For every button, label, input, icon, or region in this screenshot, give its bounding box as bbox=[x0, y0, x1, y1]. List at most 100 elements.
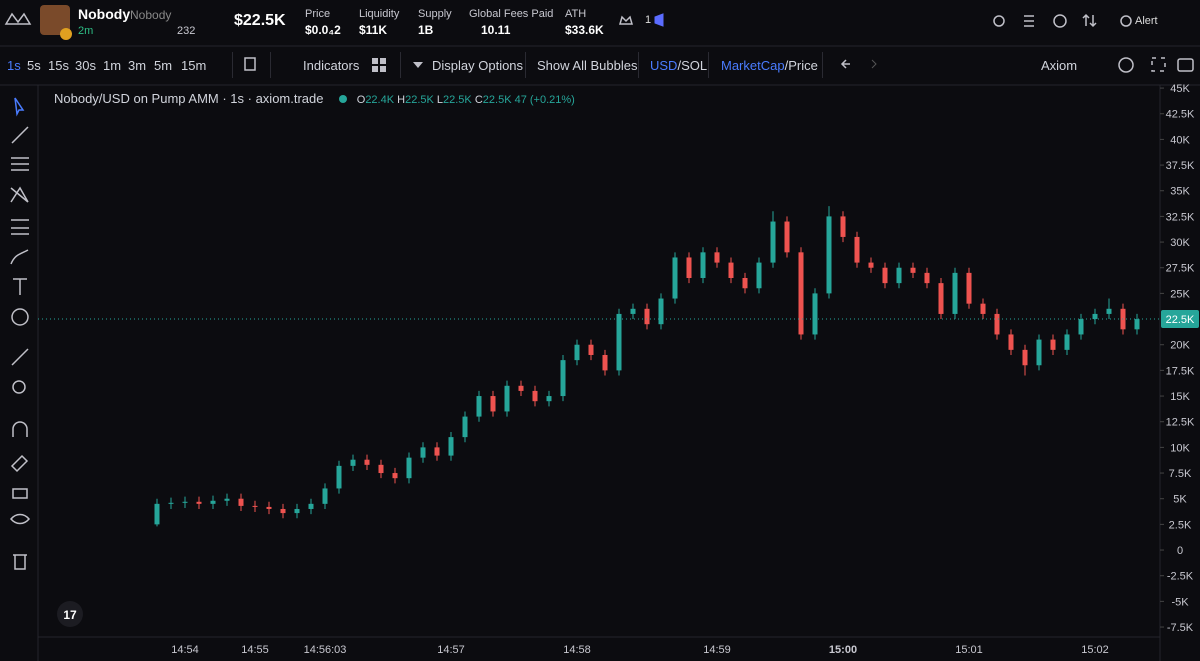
text-tool[interactable] bbox=[13, 278, 27, 295]
grid-icon[interactable] bbox=[372, 66, 378, 72]
timeframe[interactable]: 3m bbox=[128, 58, 147, 73]
legend-title: Nobody/USD on Pump AMM · 1s · axiom.trad… bbox=[54, 91, 324, 106]
projection-tool[interactable] bbox=[11, 219, 29, 235]
settings-icon[interactable] bbox=[1118, 57, 1134, 73]
x-tick-label: 14:58 bbox=[563, 644, 591, 656]
candle-body bbox=[378, 464, 384, 474]
candle-body bbox=[350, 459, 356, 466]
trash-tool[interactable] bbox=[13, 554, 27, 570]
timeframe[interactable]: 5m bbox=[154, 58, 173, 73]
stat-value: $33.6K bbox=[565, 23, 604, 37]
y-tick-label: 25K bbox=[1170, 288, 1190, 300]
timeframe[interactable]: 5s bbox=[27, 58, 41, 73]
stat-label: Liquidity bbox=[359, 8, 400, 20]
candle-body bbox=[168, 502, 174, 504]
y-tick-label: 7.5K bbox=[1169, 468, 1192, 480]
stat-value: 10.11 bbox=[481, 23, 511, 37]
timeframe[interactable]: 30s bbox=[75, 58, 96, 73]
top-bar bbox=[0, 0, 1200, 46]
candle-body bbox=[826, 216, 832, 294]
y-tick-label: 15K bbox=[1170, 391, 1190, 403]
x-tick-label: 15:02 bbox=[1081, 644, 1109, 656]
candle-body bbox=[364, 459, 370, 465]
megaphone-icon[interactable] bbox=[654, 13, 664, 27]
stat-label: Global Fees Paid bbox=[469, 8, 554, 20]
o-label: O bbox=[356, 94, 366, 106]
alert-icon[interactable] bbox=[1120, 15, 1132, 27]
list-icon[interactable] bbox=[1024, 15, 1034, 27]
candle-body bbox=[420, 447, 426, 458]
candle-body bbox=[448, 437, 454, 456]
grid-icon[interactable] bbox=[380, 66, 386, 72]
pattern-tool[interactable] bbox=[10, 186, 29, 203]
hide-tool[interactable] bbox=[10, 513, 30, 525]
x-tick-label: 15:01 bbox=[955, 644, 983, 656]
candle-body bbox=[602, 354, 608, 371]
coin-icon[interactable] bbox=[1053, 14, 1067, 28]
redo-icon bbox=[871, 59, 877, 69]
swap-icon[interactable] bbox=[1082, 13, 1097, 28]
candle-body bbox=[490, 396, 496, 412]
candle-body bbox=[280, 508, 286, 514]
ruler-tool[interactable] bbox=[11, 348, 29, 366]
token-ticker: Nobody bbox=[130, 8, 172, 22]
candle-body bbox=[868, 262, 874, 268]
candle-body bbox=[476, 396, 482, 417]
mcap-toggle[interactable]: MarketCap/Price bbox=[721, 58, 818, 73]
candle-body bbox=[224, 498, 230, 501]
camera-icon[interactable] bbox=[1177, 58, 1194, 72]
lock-tool[interactable] bbox=[12, 488, 28, 499]
c-label: C bbox=[474, 94, 483, 106]
candle-body bbox=[504, 385, 510, 412]
stat-label: ATH bbox=[565, 8, 587, 20]
candle-body bbox=[196, 501, 202, 504]
stat-value: $0.0₄2 bbox=[305, 23, 341, 37]
timeframe[interactable]: 1m bbox=[103, 58, 122, 73]
price: /Price bbox=[784, 58, 818, 73]
change: 47 (+0.21%) bbox=[514, 94, 575, 106]
l-value: 22.5K bbox=[443, 94, 472, 106]
x-tick-label: 14:57 bbox=[437, 644, 465, 656]
candle-body bbox=[1078, 319, 1084, 335]
alert-button[interactable]: Alert bbox=[1135, 15, 1158, 27]
settings-icon[interactable] bbox=[993, 15, 1005, 27]
candle-body bbox=[182, 501, 188, 503]
timeframe[interactable]: 15s bbox=[48, 58, 69, 73]
grid-icon[interactable] bbox=[372, 58, 378, 64]
candle-icon[interactable] bbox=[244, 57, 256, 71]
timeframe[interactable]: 1s bbox=[7, 58, 21, 73]
logo[interactable] bbox=[4, 12, 32, 25]
line-tool[interactable] bbox=[11, 126, 29, 144]
zoom-tool[interactable] bbox=[12, 380, 26, 394]
usd-toggle[interactable]: USD/SOL bbox=[650, 58, 707, 73]
display-options-button[interactable]: Display Options bbox=[432, 58, 524, 73]
candle-body bbox=[1092, 313, 1098, 320]
cursor-tool[interactable] bbox=[14, 97, 25, 117]
candle-body bbox=[840, 216, 846, 237]
tv-logo[interactable] bbox=[57, 601, 83, 627]
source-select[interactable]: Axiom bbox=[1041, 58, 1078, 73]
caret[interactable] bbox=[413, 62, 423, 68]
y-tick-label: 10K bbox=[1170, 442, 1190, 454]
x-tick-label: 14:56:03 bbox=[304, 644, 347, 656]
candle-body bbox=[322, 488, 328, 504]
brush-tool[interactable] bbox=[10, 249, 29, 265]
fullscreen-icon[interactable] bbox=[1151, 57, 1166, 72]
fib-tool[interactable] bbox=[11, 157, 29, 171]
timeframe[interactable]: 15m bbox=[181, 58, 207, 73]
y-tick-label: -7.5K bbox=[1167, 622, 1194, 634]
bubbles-button[interactable]: Show All Bubbles bbox=[537, 58, 638, 73]
emoji-tool[interactable] bbox=[11, 308, 29, 326]
y-tick-label: 37.5K bbox=[1166, 160, 1195, 172]
grid-icon[interactable] bbox=[380, 58, 386, 64]
candle-body bbox=[854, 236, 860, 263]
y-tick-label: -2.5K bbox=[1167, 571, 1194, 583]
x-tick-label: 15:00 bbox=[829, 644, 857, 656]
sol: /SOL bbox=[677, 58, 708, 73]
undo-icon[interactable] bbox=[840, 59, 850, 69]
lock-draw-tool[interactable] bbox=[10, 454, 29, 473]
magnet-tool[interactable] bbox=[12, 421, 28, 437]
indicators-button[interactable]: Indicators bbox=[303, 58, 360, 73]
last-price-label: 22.5K bbox=[1166, 314, 1195, 326]
